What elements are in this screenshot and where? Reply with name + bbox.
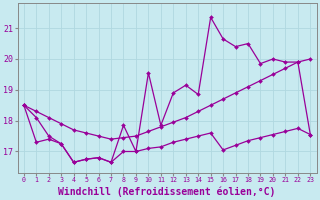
X-axis label: Windchill (Refroidissement éolien,°C): Windchill (Refroidissement éolien,°C) (58, 186, 276, 197)
